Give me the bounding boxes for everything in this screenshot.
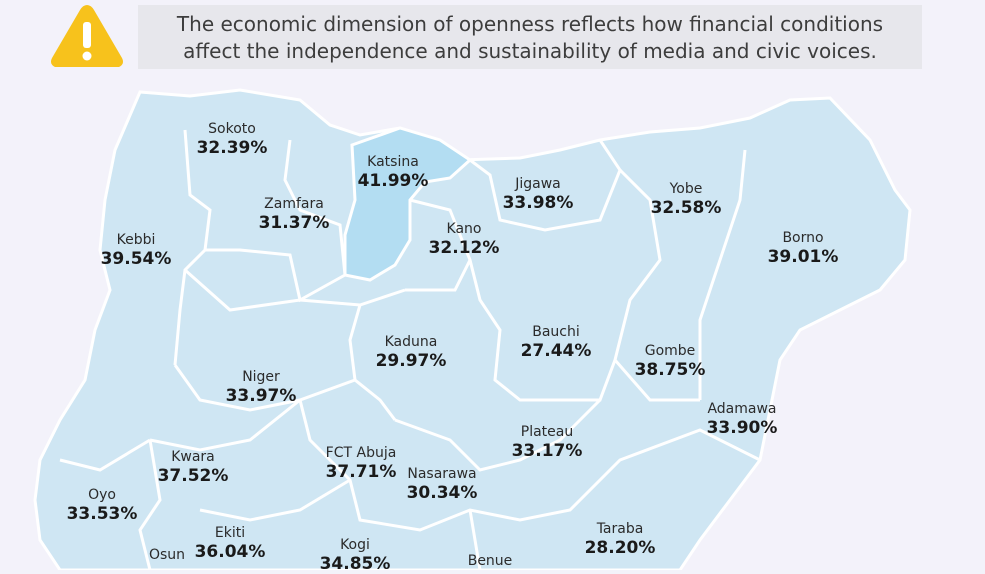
state-value: 33.98% xyxy=(502,193,574,214)
state-value: 28.20% xyxy=(584,538,656,559)
state-label-adamawa: Adamawa 33.90% xyxy=(706,401,778,439)
state-name: Kaduna xyxy=(384,334,438,350)
state-label-katsina: Katsina 41.99% xyxy=(357,154,429,192)
state-value: 27.44% xyxy=(520,341,592,362)
state-value: 33.17% xyxy=(511,441,583,462)
state-borders xyxy=(59,129,761,570)
state-name: Osun xyxy=(148,547,186,563)
info-note-text: The economic dimension of openness refle… xyxy=(176,12,884,63)
state-value: 29.97% xyxy=(375,351,447,372)
state-name: Nasarawa xyxy=(407,466,477,482)
state-value: 41.99% xyxy=(357,171,429,192)
state-label-benue: Benue xyxy=(467,553,513,569)
state-value: 32.12% xyxy=(428,238,500,259)
state-label-jigawa: Jigawa 33.98% xyxy=(502,176,574,214)
state-label-nasarawa: Nasarawa 30.34% xyxy=(406,466,478,504)
state-name: Benue xyxy=(467,553,513,569)
state-label-zamfara: Zamfara 31.37% xyxy=(258,196,330,234)
warning-triangle-icon xyxy=(51,5,123,67)
region-katsina-highlight xyxy=(343,126,473,282)
state-name: Yobe xyxy=(669,181,703,197)
state-name: Oyo xyxy=(88,487,116,503)
state-name: Kwara xyxy=(171,449,215,465)
state-value: 37.52% xyxy=(157,466,229,487)
state-label-ekiti: Ekiti 36.04% xyxy=(194,525,266,563)
state-name: FCT Abuja xyxy=(325,445,397,461)
state-value: 33.97% xyxy=(225,386,297,407)
state-label-bauchi: Bauchi 27.44% xyxy=(520,324,592,362)
state-value: 30.34% xyxy=(406,483,478,504)
state-name: Taraba xyxy=(596,521,644,537)
state-name: Katsina xyxy=(367,154,419,170)
state-name: Borno xyxy=(782,230,824,246)
state-label-sokoto: Sokoto 32.39% xyxy=(196,121,268,159)
state-label-kogi: Kogi 34.85% xyxy=(319,537,391,574)
state-name: Bauchi xyxy=(532,324,580,340)
state-label-yobe: Yobe 32.58% xyxy=(650,181,722,219)
state-name: Zamfara xyxy=(264,196,324,212)
state-value: 34.85% xyxy=(319,554,391,574)
state-label-borno: Borno 39.01% xyxy=(767,230,839,268)
state-name: Adamawa xyxy=(707,401,777,417)
state-label-osun: Osun xyxy=(148,547,186,563)
state-label-oyo: Oyo 33.53% xyxy=(66,487,138,525)
state-name: Kano xyxy=(446,221,482,237)
state-value: 32.39% xyxy=(196,138,268,159)
state-label-kebbi: Kebbi 39.54% xyxy=(100,232,172,270)
state-label-kaduna: Kaduna 29.97% xyxy=(375,334,447,372)
state-label-plateau: Plateau 33.17% xyxy=(511,424,583,462)
state-name: Jigawa xyxy=(515,176,561,192)
state-value: 37.71% xyxy=(325,462,397,483)
state-label-fct-abuja: FCT Abuja 37.71% xyxy=(325,445,397,483)
state-value: 39.54% xyxy=(100,249,172,270)
state-value: 31.37% xyxy=(258,213,330,234)
state-value: 38.75% xyxy=(634,360,706,381)
state-name: Ekiti xyxy=(214,525,246,541)
state-name: Kebbi xyxy=(116,232,156,248)
state-name: Gombe xyxy=(644,343,696,359)
state-label-niger: Niger 33.97% xyxy=(225,369,297,407)
state-value: 33.90% xyxy=(706,418,778,439)
state-name: Sokoto xyxy=(208,121,256,137)
state-label-taraba: Taraba 28.20% xyxy=(584,521,656,559)
state-name: Kogi xyxy=(340,537,370,553)
state-value: 39.01% xyxy=(767,247,839,268)
state-label-kano: Kano 32.12% xyxy=(428,221,500,259)
state-label-gombe: Gombe 38.75% xyxy=(634,343,706,381)
state-name: Plateau xyxy=(520,424,574,440)
state-value: 36.04% xyxy=(194,542,266,563)
state-value: 32.58% xyxy=(650,198,722,219)
state-name: Niger xyxy=(242,369,280,385)
state-value: 33.53% xyxy=(66,504,138,525)
info-note: The economic dimension of openness refle… xyxy=(138,5,922,69)
state-label-kwara: Kwara 37.52% xyxy=(157,449,229,487)
